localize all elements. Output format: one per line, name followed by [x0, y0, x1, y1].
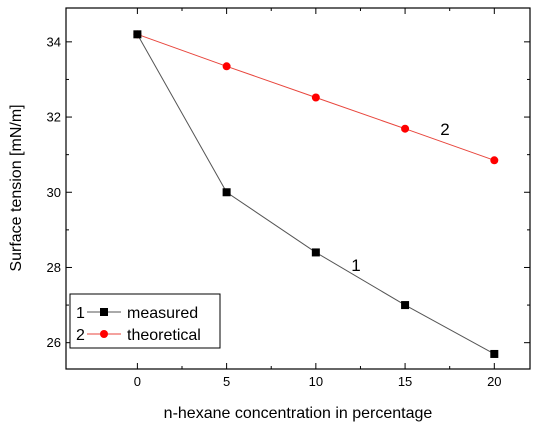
data-point-measured — [401, 301, 410, 310]
data-point-measured — [490, 349, 499, 358]
legend-label-measured: measured — [127, 305, 198, 322]
x-axis-title: n-hexane concentration in percentage — [164, 405, 433, 422]
y-tick-label: 30 — [47, 185, 61, 200]
y-tick-label: 26 — [47, 335, 61, 350]
legend-box — [69, 293, 221, 349]
curve-label-theoretical: 2 — [440, 120, 449, 139]
x-tick-label: 5 — [223, 374, 230, 389]
legend-id-theoretical: 2 — [76, 327, 85, 344]
legend: 1 measured 2 theoretical — [69, 293, 221, 349]
x-tick-label: 20 — [487, 374, 501, 389]
legend-marker-theoretical — [100, 330, 108, 338]
data-point-theoretical — [311, 93, 320, 102]
x-tick-label: 0 — [134, 374, 141, 389]
y-tick-label: 28 — [47, 260, 61, 275]
legend-marker-measured — [100, 308, 108, 316]
x-tick-label: 10 — [309, 374, 323, 389]
data-point-measured — [311, 248, 320, 257]
legend-label-theoretical: theoretical — [127, 327, 201, 344]
data-point-theoretical — [490, 156, 499, 165]
plot-frame — [65, 7, 531, 370]
data-point-measured — [133, 30, 142, 39]
y-axis-title: Surface tension [mN/m] — [8, 104, 25, 271]
legend-id-measured: 1 — [76, 305, 85, 322]
data-point-measured — [222, 188, 231, 197]
data-point-theoretical — [222, 62, 231, 71]
ticks: 0 5 10 15 20 26 28 30 32 34 — [47, 8, 530, 389]
data-point-theoretical — [401, 124, 410, 133]
y-tick-label: 32 — [47, 110, 61, 125]
x-tick-label: 15 — [398, 374, 412, 389]
series-layer — [133, 30, 499, 358]
y-tick-label: 34 — [47, 34, 61, 49]
curve-label-measured: 1 — [351, 256, 360, 275]
